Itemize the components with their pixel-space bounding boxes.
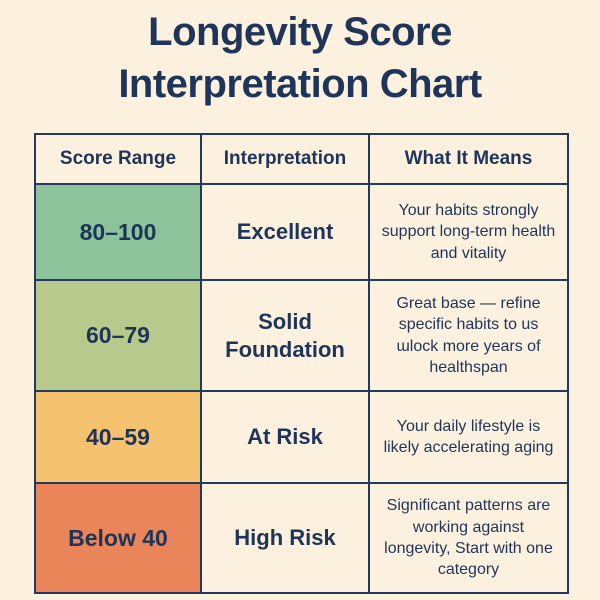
score-range-cell: 80–100 bbox=[34, 183, 202, 281]
interpretation-cell: At Risk bbox=[200, 390, 370, 484]
score-range-cell: Below 40 bbox=[34, 482, 202, 594]
score-range-cell: 60–79 bbox=[34, 279, 202, 392]
longevity-infographic: Longevity Score Interpretation Chart Scor… bbox=[0, 6, 600, 600]
score-range-cell: 40–59 bbox=[34, 390, 202, 484]
page-title: Longevity Score Interpretation Chart bbox=[0, 6, 600, 110]
table-row-solid-foundation: 60–79 Solid Foundation Great base — refi… bbox=[34, 279, 569, 392]
interpretation-cell: Solid Foundation bbox=[200, 279, 370, 392]
what-it-means-cell: Your daily lifestyle is likely accelerat… bbox=[368, 390, 569, 484]
score-table: Score Range Interpretation What It Means… bbox=[34, 133, 569, 594]
interpretation-cell: High Risk bbox=[200, 482, 370, 594]
table-row-high-risk: Below 40 High Risk Significant patterns … bbox=[34, 482, 569, 594]
interpretation-cell: Excellent bbox=[200, 183, 370, 281]
header-cell-interpretation: Interpretation bbox=[200, 133, 370, 185]
title-line-2: Interpretation Chart bbox=[118, 62, 482, 106]
what-it-means-cell: Your habits strongly support long-term h… bbox=[368, 183, 569, 281]
table-row-excellent: 80–100 Excellent Your habits strongly su… bbox=[34, 183, 569, 281]
what-it-means-cell: Significant patterns are working against… bbox=[368, 482, 569, 594]
what-it-means-cell: Great base — refine specific habits to u… bbox=[368, 279, 569, 392]
title-line-1: Longevity Score bbox=[148, 10, 452, 54]
header-row: Score Range Interpretation What It Means bbox=[34, 133, 569, 185]
table-row-at-risk: 40–59 At Risk Your daily lifestyle is li… bbox=[34, 390, 569, 484]
header-cell-what-it-means: What It Means bbox=[368, 133, 569, 185]
header-cell-score-range: Score Range bbox=[34, 133, 202, 185]
